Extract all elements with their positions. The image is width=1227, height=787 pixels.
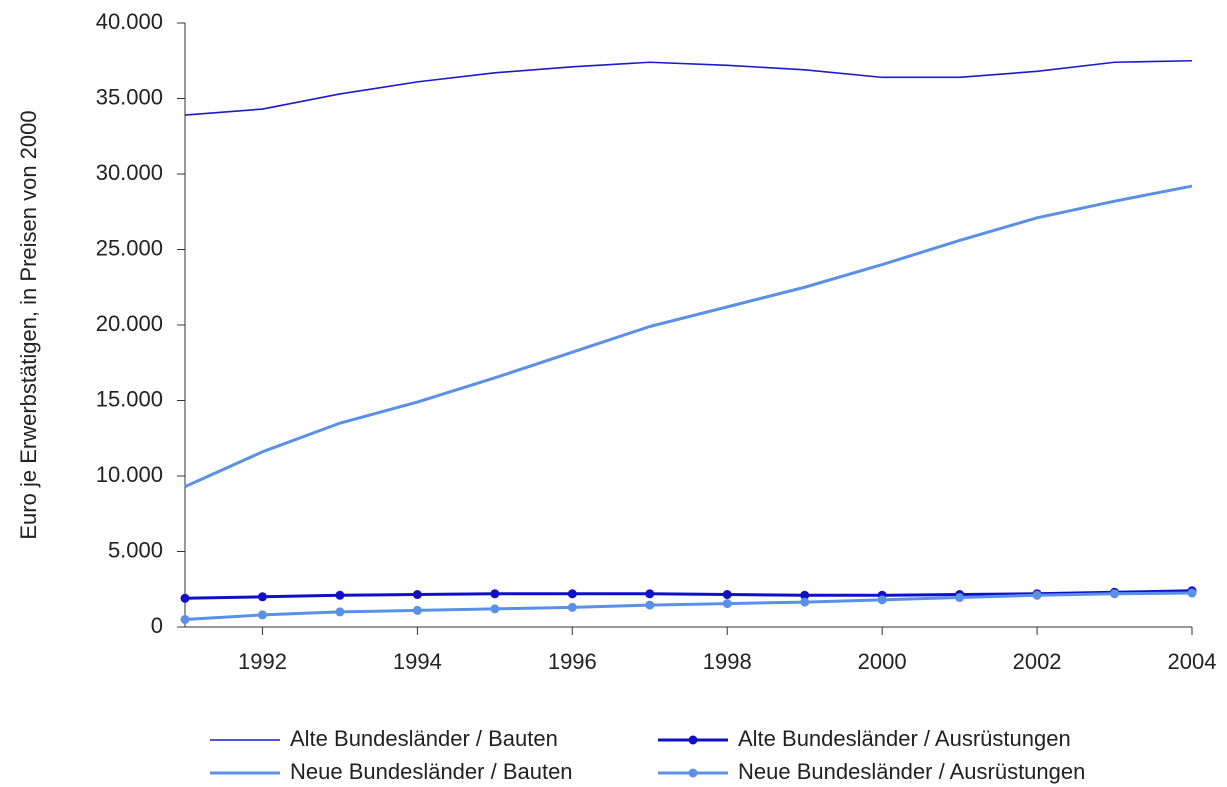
y-tick-label: 10.000 [96,462,163,487]
marker [722,599,732,609]
y-tick-label: 0 [151,613,163,638]
line [184,591,1193,621]
line [184,184,1193,488]
marker [567,602,577,612]
y-tick-label: 40.000 [96,9,163,34]
legend-marker [688,768,698,778]
marker [180,614,190,624]
legend-label: Neue Bundesländer / Bauten [290,759,573,784]
marker [335,607,345,617]
marker [722,590,732,600]
y-tick-label: 25.000 [96,235,163,260]
marker [335,590,345,600]
legend-marker [688,735,698,745]
y-tick-label: 5.000 [108,537,163,562]
x-tick-label: 2004 [1168,649,1217,674]
marker [412,590,422,600]
x-tick-label: 1994 [393,649,442,674]
x-tick-label: 1998 [703,649,752,674]
marker [567,589,577,599]
legend-label: Alte Bundesländer / Bauten [290,726,558,751]
x-tick-label: 1992 [238,649,287,674]
x-tick-label: 2000 [858,649,907,674]
marker [955,593,965,603]
marker [490,589,500,599]
line [184,589,1193,600]
marker [800,590,810,600]
y-tick-label: 35.000 [96,84,163,109]
marker [257,592,267,602]
marker [257,610,267,620]
y-axis-label: Euro je Erwerbstätigen, in Preisen von 2… [16,110,41,539]
marker [1032,590,1042,600]
marker [412,605,422,615]
legend-label: Neue Bundesländer / Ausrüstungen [738,759,1085,784]
marker [1110,589,1120,599]
marker [490,604,500,614]
marker [645,600,655,610]
marker [1187,588,1197,598]
marker [877,595,887,605]
x-tick-label: 2002 [1013,649,1062,674]
line [184,59,1193,116]
y-tick-label: 15.000 [96,386,163,411]
x-tick-label: 1996 [548,649,597,674]
y-tick-label: 20.000 [96,311,163,336]
marker [645,589,655,599]
y-tick-label: 30.000 [96,160,163,185]
legend-label: Alte Bundesländer / Ausrüstungen [738,726,1071,751]
marker [180,593,190,603]
marker [800,597,810,607]
